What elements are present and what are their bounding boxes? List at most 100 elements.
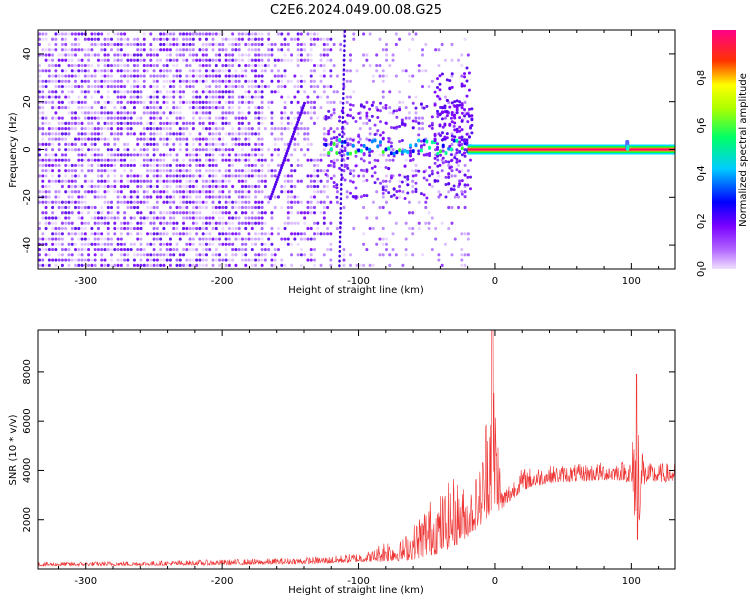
spectrogram-cell (437, 195, 441, 199)
spectrogram-cell (51, 216, 55, 220)
spectrogram-cell (345, 95, 349, 99)
spectrogram-cell (142, 179, 146, 183)
spectrogram-cell (240, 58, 244, 62)
spectrogram-cell (103, 216, 107, 220)
spectrogram-cell (254, 53, 258, 57)
spectrogram-cell (149, 95, 153, 99)
spectrogram-cell (41, 106, 45, 110)
spectrogram-cell (182, 32, 186, 36)
spectrogram-cell (110, 48, 114, 52)
spectrogram-cell (270, 111, 274, 115)
spectrogram-strong-cell (370, 139, 374, 144)
spectrogram-cell (250, 37, 254, 41)
spectrogram-cell (185, 174, 189, 178)
spectrogram-cell (414, 119, 418, 123)
spectrogram-cell (142, 148, 146, 152)
spectrogram-cell (352, 226, 356, 231)
spectrogram-cell (178, 127, 182, 131)
spectrogram-cell (64, 148, 68, 152)
spectrogram-cell (54, 48, 58, 52)
spectrogram-cell (316, 190, 320, 194)
spectrogram-cell (211, 205, 215, 210)
spectrogram-cell (450, 72, 454, 76)
spectrogram-cell (309, 74, 313, 78)
spectrogram-cell (60, 90, 64, 94)
spectrogram-cell (67, 184, 71, 189)
spectrogram-cell (191, 258, 195, 262)
spectrogram-cell (195, 179, 199, 183)
spectrogram-cell (178, 84, 182, 89)
spectrogram-cell (139, 74, 143, 78)
spectrogram-cell (57, 179, 61, 183)
spectrogram-cell (470, 114, 474, 118)
spectrogram-cell (221, 127, 225, 131)
spectrogram-cell (80, 58, 84, 62)
spectrogram-cell (244, 226, 248, 231)
spectrogram-cell (365, 178, 369, 182)
spectrogram-cell (100, 184, 104, 189)
spectrogram-cell (168, 48, 172, 52)
spectrogram-cell (352, 174, 356, 178)
spectrogram-cell (440, 169, 444, 173)
spectrogram-cell (444, 159, 448, 163)
spectrogram-cell (136, 211, 140, 215)
spectrogram-cell (126, 142, 130, 147)
spectrogram-cell (38, 263, 41, 267)
spectrogram-cell (211, 169, 215, 173)
spectrogram-cell (244, 247, 248, 252)
spectrogram-cell (159, 169, 163, 173)
spectrogram-cell (132, 69, 136, 73)
spectrogram-cell (77, 190, 81, 194)
spectrogram-cell (469, 187, 473, 191)
spectrogram-cell (391, 58, 395, 62)
spectrogram-cell (319, 179, 323, 183)
spectrogram-cell (204, 69, 208, 73)
spectrogram-cell (182, 48, 186, 52)
spectrogram-cell (450, 205, 454, 210)
spectrogram-cell (260, 142, 264, 147)
spectrogram-cell (80, 153, 84, 157)
spectrogram-cell (149, 169, 153, 173)
spectrogram-cell (439, 193, 443, 197)
spectrogram-cell (370, 114, 374, 118)
spectrogram-cell (149, 58, 153, 62)
spectrogram-cell (38, 190, 41, 194)
spectrogram-cell (103, 111, 107, 115)
spectrogram-cell (250, 216, 254, 220)
spectrogram-cell (208, 169, 212, 173)
spectrogram-cell (132, 58, 136, 62)
spectrogram-cell (113, 190, 117, 194)
spectrogram-cell (417, 121, 421, 125)
spectrogram-cell (139, 226, 143, 231)
spectrogram-cell (379, 101, 383, 105)
spectrogram-cell (326, 100, 330, 104)
spectrogram-cell (74, 111, 78, 115)
spectrogram-cell (165, 69, 169, 73)
spectrogram-cell (445, 98, 449, 102)
spectrogram-cell (123, 211, 127, 215)
spectrogram-cell (201, 221, 205, 225)
spectrogram-cell (182, 95, 186, 99)
spectrogram-cell (103, 42, 107, 47)
spectrogram-cell (354, 120, 358, 124)
spectrogram-cell (188, 106, 192, 110)
vertical-trace-cell (338, 264, 341, 268)
spectrogram-cell (119, 232, 123, 236)
spectrogram-cell (159, 221, 163, 225)
spectrogram-cell (204, 169, 208, 173)
vertical-trace-cell (341, 101, 345, 105)
spectrogram-cell (100, 247, 104, 252)
spectrogram-cell (60, 258, 64, 262)
sloped-trace-cell (295, 123, 299, 127)
spectrogram-cell (208, 132, 212, 136)
spectrogram-cell (351, 138, 355, 142)
spectrogram-cell (204, 179, 208, 183)
spectrogram-cell (162, 111, 166, 115)
spectrogram-cell (463, 148, 467, 152)
sloped-trace-cell (274, 180, 278, 184)
spectrogram-cell (64, 158, 68, 162)
spectrogram-cell (195, 163, 199, 168)
spectrogram-cell (60, 37, 64, 41)
spectrogram-cell (458, 129, 462, 133)
spectrogram-cell (218, 200, 222, 204)
